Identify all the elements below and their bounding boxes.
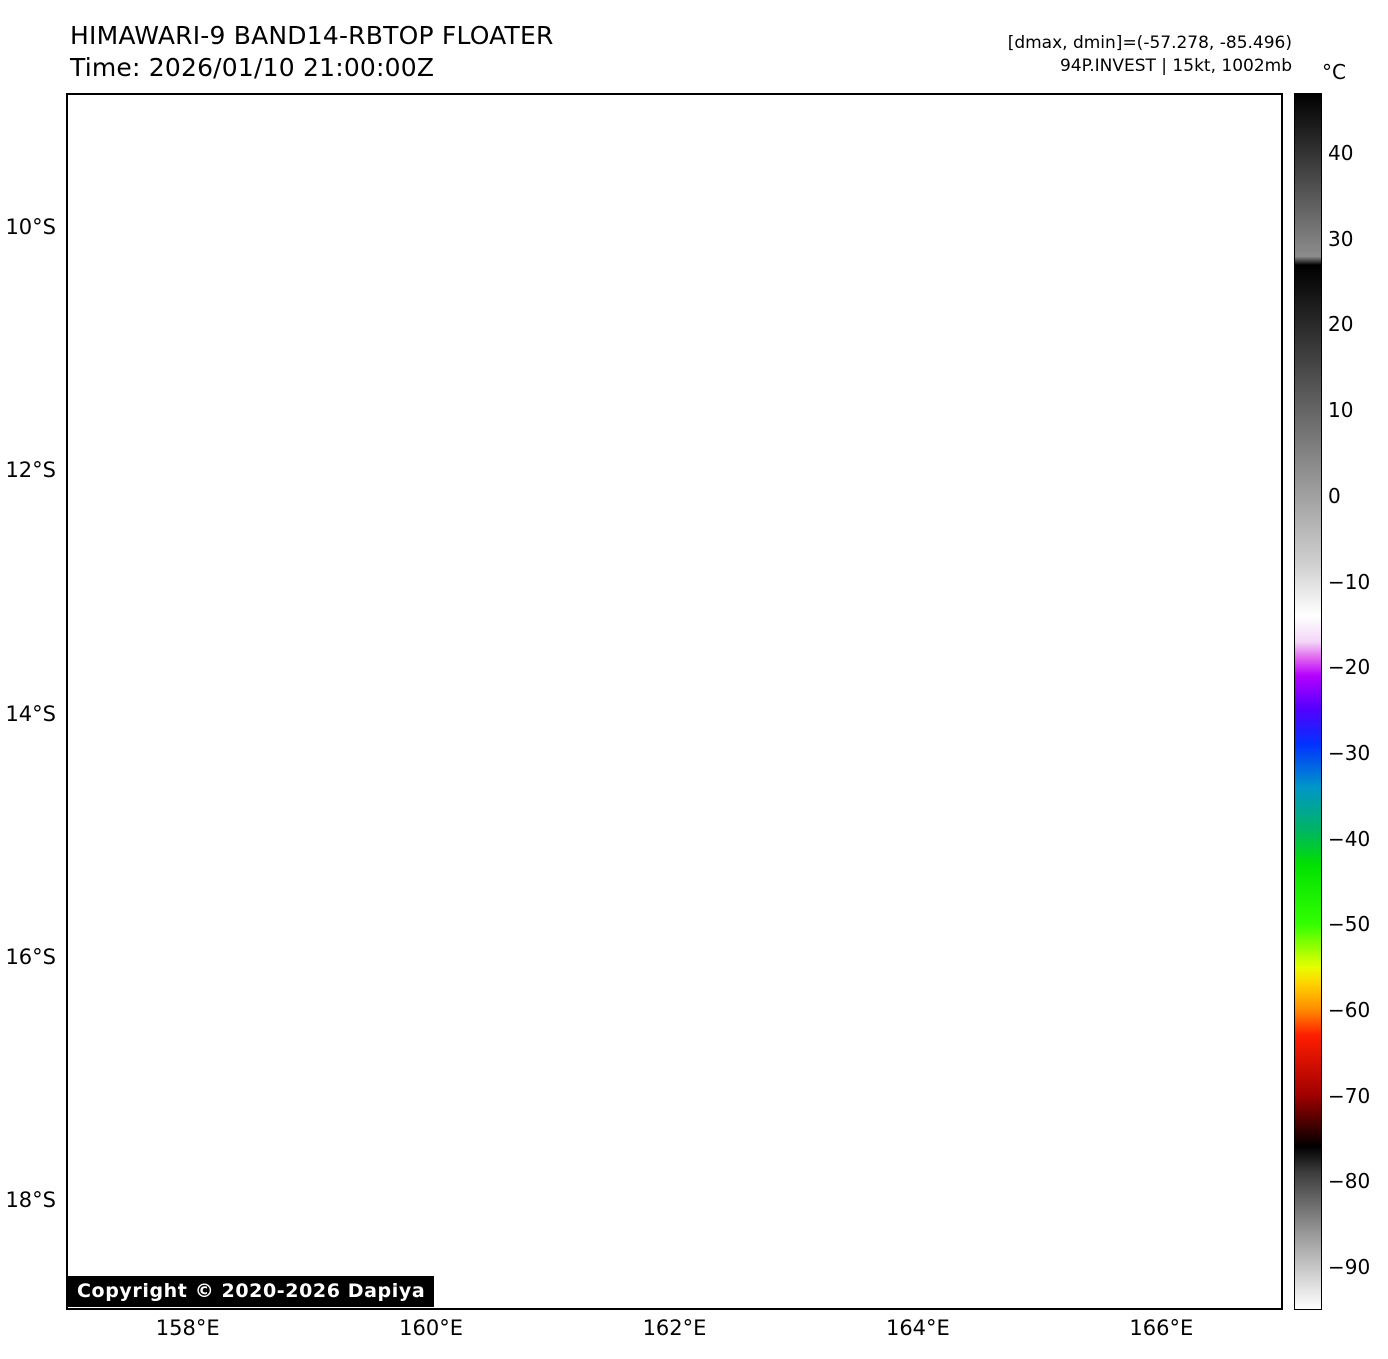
timestamp-label: Time: 2026/01/10 21:00:00Z (70, 53, 435, 82)
colorbar-tick-label: 20 (1328, 312, 1354, 337)
x-axis-tick-label: 160°E (399, 1316, 464, 1340)
header-right-block: [dmax, dmin]=(-57.278, -85.496) 94P.INVE… (1008, 32, 1292, 78)
colorbar-tick-label: 10 (1328, 398, 1354, 423)
y-axis-tick-label: 10°S (5, 214, 56, 239)
copyright-badge: Copyright © 2020-2026 Dapiya (68, 1276, 435, 1307)
x-axis-tick-label: 162°E (642, 1316, 707, 1340)
y-axis-tick-label: 16°S (5, 945, 56, 970)
x-axis-tick-label: 158°E (155, 1316, 220, 1340)
storm-info-label: 94P.INVEST | 15kt, 1002mb (1059, 56, 1292, 76)
colorbar-unit-label: °C (1322, 60, 1346, 84)
colorbar-tick-label: −40 (1328, 826, 1371, 851)
colorbar-tick-label: −90 (1328, 1255, 1371, 1280)
colorbar-tick-label: −30 (1328, 740, 1371, 765)
colorbar-tick-label: −20 (1328, 655, 1371, 680)
x-axis-tick-label: 166°E (1129, 1316, 1194, 1340)
x-axis-tick-label: 164°E (885, 1316, 950, 1340)
header-left-block: HIMAWARI-9 BAND14-RBTOP FLOATER Time: 20… (70, 20, 870, 84)
temperature-colorbar (1294, 93, 1322, 1310)
satellite-image-plot[interactable] (66, 93, 1283, 1310)
satellite-imagery-canvas (68, 95, 1281, 1308)
colorbar-tick-label: −80 (1328, 1169, 1371, 1194)
colorbar-tick-label: 0 (1328, 483, 1341, 508)
y-axis-tick-label: 14°S (5, 701, 56, 726)
colorbar-tick-label: −50 (1328, 912, 1371, 937)
colorbar-gradient (1294, 93, 1322, 1310)
colorbar-tick-label: −70 (1328, 1083, 1371, 1108)
page-title: HIMAWARI-9 BAND14-RBTOP FLOATER (70, 21, 554, 50)
y-axis-tick-label: 12°S (5, 458, 56, 483)
dmax-dmin-label: [dmax, dmin]=(-57.278, -85.496) (1007, 33, 1292, 53)
colorbar-tick-label: −10 (1328, 569, 1371, 594)
colorbar-tick-label: 40 (1328, 140, 1354, 165)
y-axis-tick-label: 18°S (5, 1188, 56, 1213)
colorbar-tick-label: 30 (1328, 226, 1354, 251)
colorbar-tick-label: −60 (1328, 998, 1371, 1023)
